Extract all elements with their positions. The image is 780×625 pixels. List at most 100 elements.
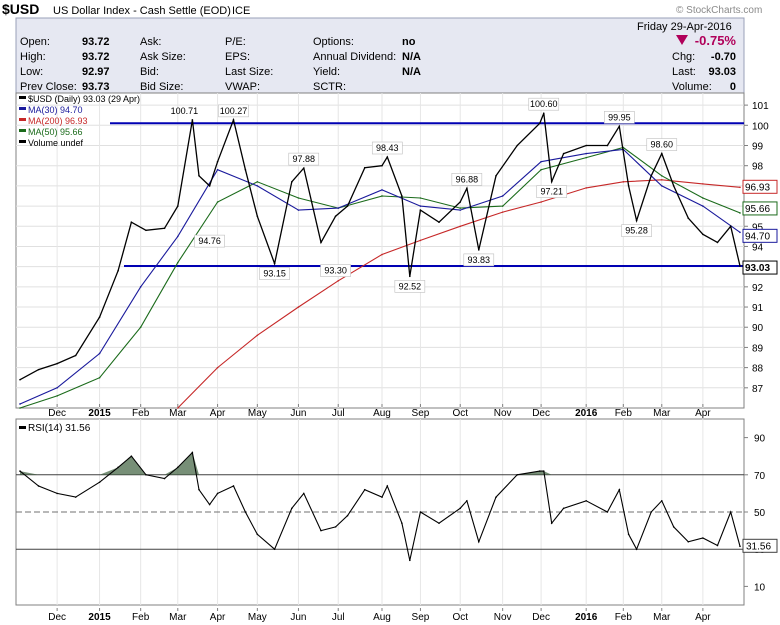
price-x-tick-label: Oct — [452, 408, 468, 419]
series-point-usd-daily — [117, 269, 119, 272]
rsi-x-tick-label: Sep — [412, 612, 430, 623]
series-point-rsi — [244, 511, 247, 513]
series-point-usd-daily — [542, 112, 545, 114]
series-point-ma-50 — [216, 201, 219, 203]
change-pct: -0.75% — [695, 33, 737, 48]
series-point-rsi — [438, 522, 440, 524]
sctr-label: SCTR: — [313, 81, 346, 93]
series-point-ma-50 — [176, 261, 179, 264]
series-point-rsi — [542, 470, 545, 472]
price-x-tick-label: Nov — [494, 408, 512, 419]
series-point-rsi — [334, 526, 337, 528]
price-x-tick-label: Apr — [695, 408, 711, 419]
series-point-usd-daily — [130, 221, 133, 224]
rsi-right-value-box — [742, 538, 778, 553]
series-point-rsi — [256, 533, 259, 536]
price-x-tick-label: Feb — [615, 408, 633, 419]
rsi-x-tick-label: Mar — [653, 612, 671, 623]
rsi-x-axis: Dec 2015 Feb Mar Apr May Jun Jul Aug Sep Oct Nov Dec… — [48, 608, 711, 623]
right-value-label: 95.66 — [745, 204, 770, 215]
series-point-usd-daily — [660, 152, 663, 155]
open-value: 93.72 — [82, 36, 110, 48]
rsi-x-tick-label: Oct — [452, 612, 468, 623]
high-label: High: — [20, 51, 46, 63]
series-point-ma-50 — [419, 197, 422, 199]
series-point-rsi — [538, 470, 541, 472]
price-x-tick-label: Feb — [132, 408, 150, 419]
price-x-tick-label: Jul — [332, 408, 345, 419]
series-point-ma-200 — [381, 253, 383, 256]
legend-swatch — [19, 129, 26, 132]
series-point-usd-daily — [320, 241, 322, 244]
price-y-tick-label: 100 — [752, 121, 769, 132]
series-point-rsi — [650, 511, 652, 513]
price-y-tick-label: 87 — [752, 384, 764, 395]
price-right-labels: 96.93 95.66 94.70 93.03 — [742, 179, 778, 275]
series-point-usd-daily — [672, 185, 675, 187]
series-point-rsi — [117, 466, 119, 469]
open-label: Open: — [20, 36, 50, 48]
series-point-rsi — [37, 485, 40, 487]
legend-swatch — [19, 118, 26, 121]
series-point-usd-daily — [232, 119, 235, 121]
legend-entry: MA(200) 96.93 — [28, 116, 88, 126]
annotation-box — [394, 280, 426, 293]
quote-col-5: Friday 29-Apr-2016 -0.75% Chg: -0.70 Las… — [637, 21, 736, 93]
series-point-usd-daily — [466, 187, 468, 190]
series-point-rsi — [635, 548, 638, 550]
series-point-ma-30 — [459, 209, 462, 211]
series-point-rsi — [585, 500, 587, 502]
price-series-group — [19, 112, 744, 409]
series-point-rsi — [191, 451, 194, 454]
dividend-label: Annual Dividend: — [313, 51, 396, 63]
series-point-usd-daily — [477, 249, 480, 251]
last-label: Last: — [672, 66, 696, 78]
series-point-rsi — [660, 500, 663, 502]
rsi-x-tick-label: Jul — [332, 612, 345, 623]
annotation-label: 94.76 — [198, 236, 221, 246]
price-panel: 87888990919293949596979899100101 100.711… — [15, 92, 778, 409]
series-point-rsi — [232, 485, 235, 487]
rsi-x-tick-label: Dec — [48, 612, 66, 623]
series-point-usd-daily — [550, 180, 553, 183]
series-point-ma-200 — [176, 407, 179, 409]
right-value-box — [742, 228, 778, 243]
vwap-label: VWAP: — [225, 81, 260, 93]
series-point-usd-daily — [346, 205, 349, 207]
series-point-ma-200 — [297, 306, 300, 308]
legend-swatch — [19, 96, 26, 99]
date-label: Friday 29-Apr-2016 — [637, 21, 732, 33]
series-point-rsi — [19, 470, 21, 472]
series-point-rsi — [216, 492, 219, 495]
rsi-y-tick-label: 10 — [754, 582, 766, 593]
price-x-axis: Dec 2015 Feb Mar Apr May Jun Jul Aug Sep Oct Nov Dec… — [48, 404, 711, 419]
legend-entry: MA(30) 94.70 — [28, 105, 83, 115]
title-bar — [0, 0, 780, 18]
series-point-rsi — [163, 477, 166, 480]
series-point-usd-daily — [739, 265, 741, 267]
price-y-axis: 87888990919293949596979899100101 — [744, 101, 769, 395]
quote-col-4: Options: no Annual Dividend: N/A Yield: … — [313, 36, 421, 93]
annotation-label: 95.28 — [625, 226, 648, 236]
series-point-ma-200 — [419, 239, 422, 242]
series-point-usd-daily — [409, 275, 411, 278]
series-point-ma-30 — [297, 209, 300, 211]
legend-swatch — [19, 140, 26, 143]
annotation-label: 92.52 — [399, 281, 422, 291]
price-x-tick-label: Aug — [373, 408, 391, 419]
right-value-box — [742, 179, 778, 194]
bid-label: Bid: — [140, 66, 159, 78]
low-label: Low: — [20, 66, 43, 78]
price-y-tick-label: 98 — [752, 162, 764, 173]
price-y-tick-label: 90 — [752, 323, 764, 334]
annotation-label: 98.60 — [651, 140, 674, 150]
rsi-legend-entry: RSI(14) 31.56 — [28, 423, 91, 434]
series-point-ma-30 — [381, 189, 383, 191]
ask-size-label: Ask Size: — [140, 51, 186, 63]
annotation-label: 93.83 — [468, 255, 491, 265]
annotation-box — [259, 267, 290, 280]
high-value: 93.72 — [82, 51, 110, 63]
series-point-ma-50 — [256, 181, 259, 183]
series-point-usd-daily — [635, 219, 638, 222]
series-point-usd-daily — [386, 156, 389, 158]
